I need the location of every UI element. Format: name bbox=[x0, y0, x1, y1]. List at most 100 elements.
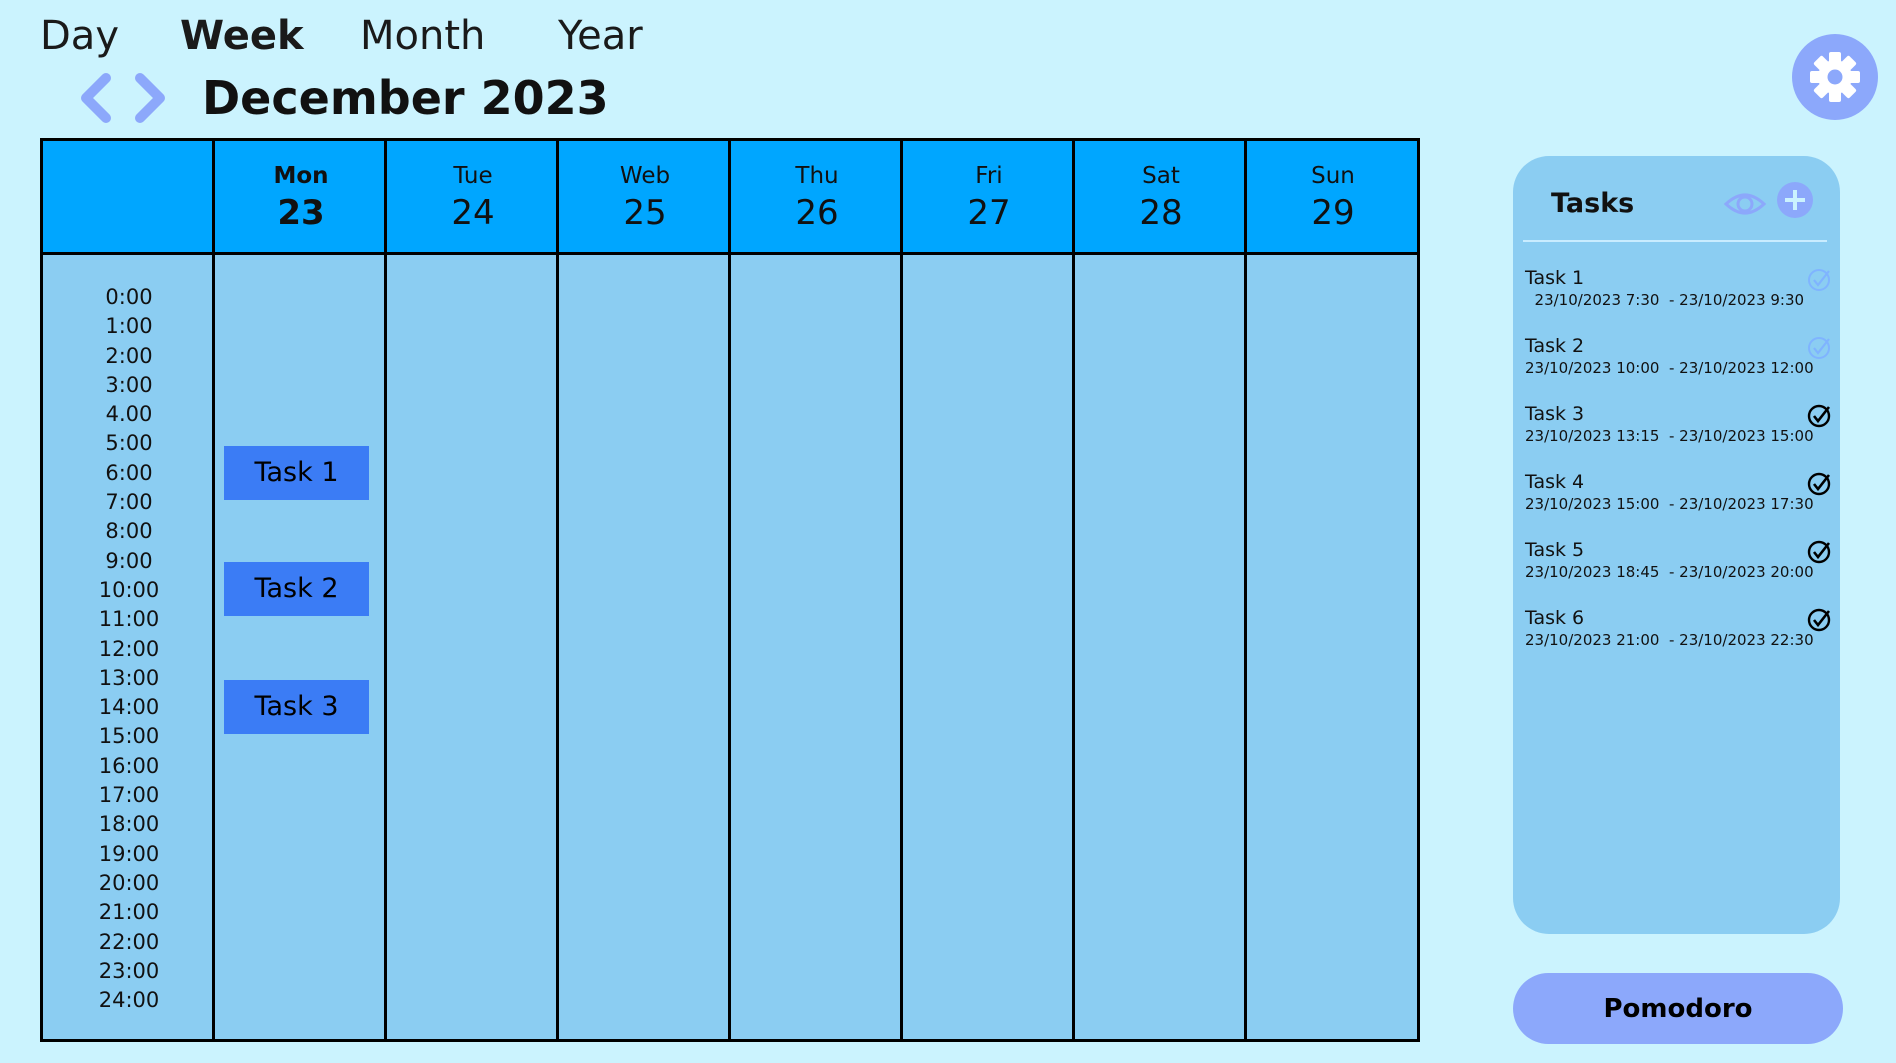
day-header-thu[interactable]: Thu 26 bbox=[731, 141, 903, 255]
task-item[interactable]: Task 5 23/10/2023 18:45 - 23/10/2023 20:… bbox=[1525, 538, 1835, 606]
day-number: 23 bbox=[277, 193, 325, 233]
hour-label: 14:00 bbox=[98, 695, 160, 720]
pomodoro-button[interactable]: Pomodoro bbox=[1513, 973, 1843, 1044]
week-calendar-grid: Mon 23 Tue 24 Web 25 Thu 26 Fri 27 Sat 2… bbox=[40, 138, 1420, 1042]
task-time: 23/10/2023 21:00 - 23/10/2023 22:30 bbox=[1525, 631, 1814, 649]
check-circle-icon[interactable] bbox=[1805, 266, 1833, 294]
tasks-title: Tasks bbox=[1551, 188, 1635, 219]
task-time: 23/10/2023 10:00 - 23/10/2023 12:00 bbox=[1525, 359, 1814, 377]
hour-label: 9:00 bbox=[105, 548, 153, 573]
task-list: Task 1 23/10/2023 7:30 - 23/10/2023 9:30… bbox=[1525, 266, 1835, 674]
hour-label: 15:00 bbox=[98, 724, 160, 749]
column-divider bbox=[1072, 141, 1075, 1039]
add-task-button[interactable] bbox=[1775, 180, 1815, 220]
check-circle-icon[interactable] bbox=[1805, 470, 1833, 498]
tab-week[interactable]: Week bbox=[180, 13, 304, 59]
event-task-3[interactable]: Task 3 bbox=[224, 680, 369, 734]
day-header-fri[interactable]: Fri 27 bbox=[903, 141, 1075, 255]
hour-label: 21:00 bbox=[98, 900, 160, 925]
task-item[interactable]: Task 1 23/10/2023 7:30 - 23/10/2023 9:30 bbox=[1525, 266, 1835, 334]
tasks-divider bbox=[1523, 240, 1827, 242]
column-divider bbox=[384, 141, 387, 1039]
hour-label: 8:00 bbox=[105, 519, 153, 544]
hour-label: 11:00 bbox=[98, 607, 160, 632]
hour-label: 4.00 bbox=[105, 402, 153, 427]
task-name: Task 1 bbox=[1525, 267, 1585, 289]
hour-label: 22:00 bbox=[98, 929, 160, 954]
hour-label: 18:00 bbox=[98, 812, 160, 837]
check-circle-icon[interactable] bbox=[1805, 538, 1833, 566]
day-header-mon[interactable]: Mon 23 bbox=[215, 141, 387, 255]
event-task-1[interactable]: Task 1 bbox=[224, 446, 369, 500]
day-number: 26 bbox=[795, 193, 839, 233]
day-header-sat[interactable]: Sat 28 bbox=[1075, 141, 1247, 255]
hour-label: 17:00 bbox=[98, 783, 160, 808]
day-number: 28 bbox=[1139, 193, 1183, 233]
tab-day[interactable]: Day bbox=[40, 13, 119, 59]
hour-label: 7:00 bbox=[105, 490, 153, 515]
task-item[interactable]: Task 3 23/10/2023 13:15 - 23/10/2023 15:… bbox=[1525, 402, 1835, 470]
hour-label: 0:00 bbox=[105, 285, 153, 309]
check-circle-icon[interactable] bbox=[1805, 606, 1833, 634]
gear-icon bbox=[1810, 52, 1860, 102]
task-name: Task 5 bbox=[1525, 539, 1585, 561]
hour-label: 16:00 bbox=[98, 753, 160, 778]
day-name: Sat bbox=[1142, 163, 1180, 189]
task-time: 23/10/2023 7:30 - 23/10/2023 9:30 bbox=[1525, 291, 1805, 309]
eye-icon bbox=[1723, 193, 1767, 215]
task-item[interactable]: Task 2 23/10/2023 10:00 - 23/10/2023 12:… bbox=[1525, 334, 1835, 402]
column-divider bbox=[556, 141, 559, 1039]
column-divider bbox=[728, 141, 731, 1039]
day-name: Tue bbox=[453, 163, 493, 189]
task-item[interactable]: Task 6 23/10/2023 21:00 - 23/10/2023 22:… bbox=[1525, 606, 1835, 674]
chevron-right-icon bbox=[135, 73, 165, 123]
plus-circle-icon bbox=[1777, 182, 1813, 218]
hour-label: 10:00 bbox=[98, 577, 160, 602]
day-number: 25 bbox=[623, 193, 667, 233]
task-name: Task 4 bbox=[1525, 471, 1585, 493]
task-time: 23/10/2023 13:15 - 23/10/2023 15:00 bbox=[1525, 427, 1814, 445]
column-divider bbox=[1244, 141, 1247, 1039]
task-name: Task 2 bbox=[1525, 335, 1585, 357]
tab-year[interactable]: Year bbox=[558, 13, 643, 59]
toggle-visibility-button[interactable] bbox=[1723, 184, 1767, 224]
day-number: 27 bbox=[967, 193, 1011, 233]
hour-label: 20:00 bbox=[98, 870, 160, 895]
event-task-2[interactable]: Task 2 bbox=[224, 562, 369, 616]
hour-label: 1:00 bbox=[105, 314, 153, 339]
hour-label: 24:00 bbox=[98, 988, 160, 1013]
hour-label: 6:00 bbox=[105, 460, 153, 485]
day-name: Sun bbox=[1311, 163, 1355, 189]
prev-week-button[interactable] bbox=[74, 70, 118, 126]
hour-label: 5:00 bbox=[105, 431, 153, 456]
day-name: Thu bbox=[795, 163, 839, 189]
hour-label: 2:00 bbox=[105, 343, 153, 368]
hour-label: 23:00 bbox=[98, 958, 160, 983]
task-time: 23/10/2023 15:00 - 23/10/2023 17:30 bbox=[1525, 495, 1814, 513]
day-name: Mon bbox=[273, 163, 329, 189]
day-number: 29 bbox=[1311, 193, 1355, 233]
tab-month[interactable]: Month bbox=[360, 13, 486, 59]
hour-label: 12:00 bbox=[98, 636, 160, 661]
settings-button[interactable] bbox=[1792, 34, 1878, 120]
check-circle-icon[interactable] bbox=[1805, 402, 1833, 430]
task-name: Task 3 bbox=[1525, 403, 1585, 425]
column-divider bbox=[212, 141, 215, 1039]
hour-labels: 0:00 1:00 2:00 3:00 4.00 5:00 6:00 7:00 … bbox=[43, 283, 215, 1015]
hour-label: 13:00 bbox=[98, 665, 160, 690]
task-item[interactable]: Task 4 23/10/2023 15:00 - 23/10/2023 17:… bbox=[1525, 470, 1835, 538]
task-time: 23/10/2023 18:45 - 23/10/2023 20:00 bbox=[1525, 563, 1814, 581]
day-number: 24 bbox=[451, 193, 495, 233]
day-header-tue[interactable]: Tue 24 bbox=[387, 141, 559, 255]
column-divider bbox=[900, 141, 903, 1039]
next-week-button[interactable] bbox=[128, 70, 172, 126]
day-header-wed[interactable]: Web 25 bbox=[559, 141, 731, 255]
day-name: Web bbox=[619, 163, 671, 189]
hour-label: 19:00 bbox=[98, 841, 160, 866]
page-title: December 2023 bbox=[202, 71, 609, 125]
check-circle-icon[interactable] bbox=[1805, 334, 1833, 362]
chevron-left-icon bbox=[81, 73, 111, 123]
tasks-panel: Tasks Task 1 23/10/2023 7:30 - 23/10/202… bbox=[1513, 156, 1840, 934]
task-name: Task 6 bbox=[1525, 607, 1585, 629]
day-header-sun[interactable]: Sun 29 bbox=[1247, 141, 1419, 255]
